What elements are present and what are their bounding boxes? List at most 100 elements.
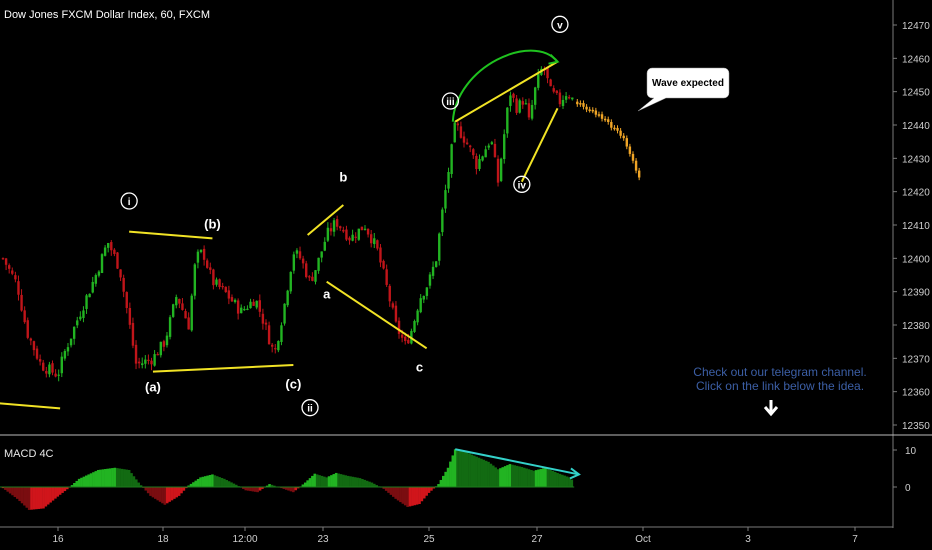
candle-body-167 xyxy=(518,100,521,113)
candles-layer xyxy=(1,66,574,382)
wave-label-iv: iv xyxy=(518,180,527,191)
candle-body-182 xyxy=(564,96,568,100)
macd-bar-215 xyxy=(513,465,516,487)
macd-bar-160 xyxy=(382,487,386,489)
projection-body-14 xyxy=(619,130,622,136)
candle-body-73 xyxy=(227,290,231,299)
wave-label-a: (a) xyxy=(145,380,161,395)
projection-body-2 xyxy=(582,103,585,107)
price-tick-12420: 12420 xyxy=(902,188,930,199)
macd-bar-117 xyxy=(280,487,283,489)
macd-bar-104 xyxy=(249,487,252,492)
macd-bar-5 xyxy=(13,487,17,498)
candle-body-5 xyxy=(17,281,20,295)
candle-body-102 xyxy=(317,257,320,271)
macd-bar-180 xyxy=(430,487,433,491)
candle-body-109 xyxy=(339,226,342,229)
macd-bar-111 xyxy=(265,485,269,487)
candle-body-7 xyxy=(23,310,26,323)
macd-bar-6 xyxy=(15,487,19,499)
macd-bar-226 xyxy=(539,468,543,487)
candle-body-184 xyxy=(571,97,574,100)
macd-tick-0: 0 xyxy=(905,483,911,494)
candle-body-11 xyxy=(35,348,39,359)
macd-bar-166 xyxy=(396,487,400,501)
macd-bar-49 xyxy=(118,468,121,487)
macd-bar-156 xyxy=(372,483,376,487)
macd-bar-56 xyxy=(134,479,138,487)
trendline-2 xyxy=(152,364,294,373)
candle-body-136 xyxy=(422,295,425,300)
macd-bar-121 xyxy=(289,487,293,492)
macd-bar-195 xyxy=(465,452,469,487)
macd-bar-85 xyxy=(204,476,207,487)
price-tick-12460: 12460 xyxy=(902,54,930,65)
macd-bar-9 xyxy=(23,487,26,506)
candle-body-30 xyxy=(94,275,98,284)
candle-body-50 xyxy=(156,353,159,356)
macd-bar-184 xyxy=(439,479,443,487)
wave-label-b: (b) xyxy=(204,216,221,231)
candle-body-137 xyxy=(425,287,429,296)
candle-body-180 xyxy=(558,92,562,105)
macd-bar-174 xyxy=(415,487,419,505)
candle-body-124 xyxy=(385,269,388,285)
macd-bar-76 xyxy=(182,487,186,491)
candle-body-87 xyxy=(270,344,274,347)
macd-bar-92 xyxy=(220,477,224,487)
candle-body-118 xyxy=(366,228,370,235)
candle-body-82 xyxy=(255,300,258,308)
price-tick-12380: 12380 xyxy=(902,321,930,332)
wave-label-circle-0 xyxy=(120,192,138,210)
projection-body-9 xyxy=(603,118,607,121)
macd-bar-38 xyxy=(92,472,95,487)
candle-body-33 xyxy=(103,247,107,256)
candle-body-32 xyxy=(100,254,104,274)
candle-body-97 xyxy=(301,258,305,264)
macd-bar-1 xyxy=(4,487,7,490)
wave-v-arc xyxy=(451,49,559,122)
macd-bar-68 xyxy=(163,487,167,505)
macd-bar-139 xyxy=(332,474,336,487)
candle-body-38 xyxy=(119,269,122,278)
macd-bar-200 xyxy=(477,457,481,487)
candle-body-142 xyxy=(441,209,444,233)
candle-body-164 xyxy=(509,95,512,106)
price-tick-12440: 12440 xyxy=(902,121,930,132)
macd-histogram xyxy=(0,449,575,510)
candle-body-176 xyxy=(546,67,549,79)
candle-body-128 xyxy=(397,320,401,334)
candle-body-25 xyxy=(79,316,82,320)
macd-bar-163 xyxy=(389,487,393,495)
macd-bar-70 xyxy=(168,487,171,502)
candle-body-171 xyxy=(530,104,534,119)
macd-bar-67 xyxy=(161,487,164,504)
candle-body-24 xyxy=(76,320,79,326)
macd-bar-114 xyxy=(273,485,276,487)
candle-body-178 xyxy=(552,88,555,92)
macd-bar-22 xyxy=(54,487,57,499)
candle-body-120 xyxy=(373,238,376,245)
macd-bar-26 xyxy=(63,487,67,492)
macd-bar-129 xyxy=(308,478,312,487)
macd-bar-79 xyxy=(189,483,193,487)
macd-bar-217 xyxy=(518,466,521,487)
candle-body-19 xyxy=(60,356,63,374)
time-tick-1: 18 xyxy=(157,534,169,545)
candle-body-43 xyxy=(134,344,138,364)
candle-body-4 xyxy=(14,275,17,280)
macd-bar-151 xyxy=(361,479,364,487)
candle-body-181 xyxy=(561,99,565,107)
candle-body-141 xyxy=(438,233,441,261)
candle-body-26 xyxy=(82,310,85,319)
candle-body-121 xyxy=(376,240,379,249)
projection-body-0 xyxy=(576,101,579,105)
macd-bar-80 xyxy=(192,482,195,487)
candle-body-65 xyxy=(202,248,206,260)
projection-body-10 xyxy=(607,119,610,123)
macd-bar-152 xyxy=(363,479,367,487)
candle-body-106 xyxy=(329,228,333,232)
macd-bar-77 xyxy=(184,487,188,489)
